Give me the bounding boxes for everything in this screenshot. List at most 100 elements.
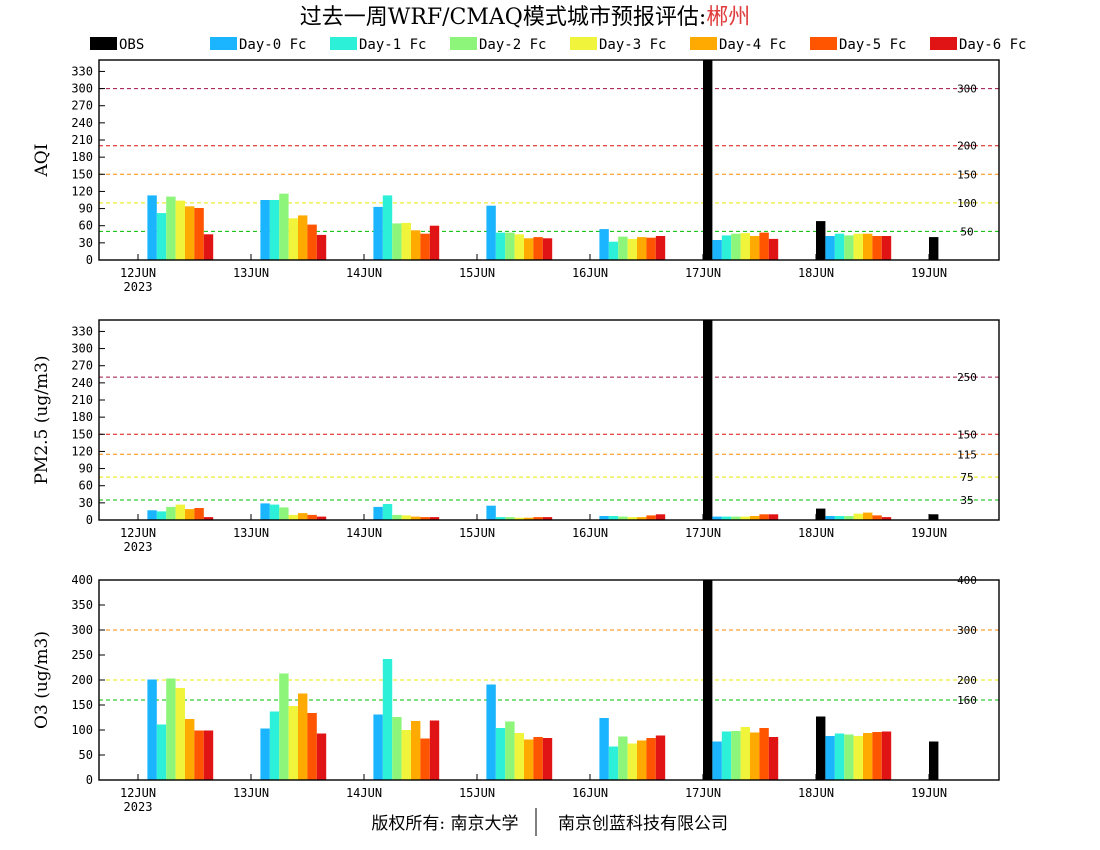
x-tick-label-18jun: 18JUN [798,786,834,800]
bar-obs-19jun [929,514,939,520]
bar-day-1-fc-14jun [382,504,393,520]
bar-day-4-fc-13jun [298,513,308,520]
footer-right: 南京创蓝科技有限公司 [558,814,728,834]
bar-day-0-fc-17jun [712,516,722,520]
x-tick-label-16jun: 16JUN [572,786,608,800]
bar-day-6-fc-12jun [203,730,214,780]
bar-day-5-fc-16jun [646,738,656,780]
legend-item-day-1-fc: Day-1 Fc [330,37,426,53]
bar-day-6-fc-13jun [316,516,327,520]
ref-label-150: 150 [957,168,977,181]
y-tick-label: 300 [71,82,93,96]
bar-day-1-fc-18jun [834,233,845,260]
y-tick-label: 60 [79,219,93,233]
y-tick-label: 330 [71,64,93,78]
year-label: 2023 [124,280,153,294]
bar-day-5-fc-18jun [872,732,882,780]
bar-day-1-fc-15jun [495,517,506,520]
bar-day-0-fc-16jun [599,229,609,260]
bar-day-4-fc-18jun [863,512,873,520]
y-tick-label: 90 [79,462,93,476]
legend-label: Day-3 Fc [599,37,666,53]
ref-label-250: 250 [957,371,977,384]
bar-day-2-fc-15jun [505,517,515,520]
panel-o3-ug-m3: 40030020016005010015020025030035040012JU… [32,573,1000,814]
x-tick-label-14jun: 14JUN [346,786,382,800]
x-tick-label-16jun: 16JUN [572,526,608,540]
y-tick-label: 400 [71,573,93,587]
y-tick-label: 150 [71,167,93,181]
bar-day-3-fc-18jun [853,513,863,520]
x-tick-label-14jun: 14JUN [346,526,382,540]
bar-day-3-fc-17jun [740,727,750,780]
bar-day-4-fc-15jun [524,238,534,260]
x-tick-label-18jun: 18JUN [798,526,834,540]
bar-day-0-fc-13jun [260,200,270,260]
bar-day-1-fc-12jun [156,213,167,260]
bar-obs-17jun [703,60,713,260]
bar-day-5-fc-15jun [533,737,543,780]
bar-day-3-fc-13jun [288,514,298,520]
bar-day-6-fc-18jun [881,731,892,780]
y-tick-label: 120 [71,184,93,198]
bar-day-4-fc-17jun [750,236,760,260]
legend-swatch [90,37,117,50]
bar-day-2-fc-12jun [166,196,176,260]
bar-day-1-fc-15jun [495,728,506,780]
y-tick-label: 240 [71,376,93,390]
bar-day-5-fc-16jun [646,515,656,520]
legend-item-day-2-fc: Day-2 Fc [450,37,546,53]
bar-day-2-fc-15jun [505,721,515,780]
bar-day-2-fc-15jun [505,232,515,260]
bar-day-6-fc-15jun [542,738,553,780]
bar-day-4-fc-18jun [863,233,873,260]
bar-day-6-fc-15jun [542,517,553,520]
x-tick-label-14jun: 14JUN [346,266,382,280]
y-tick-label: 270 [71,99,93,113]
legend-item-day-6-fc: Day-6 Fc [930,37,1026,53]
legend-item-obs: OBS [90,37,144,53]
ref-label-115: 115 [957,448,977,461]
legend-swatch [690,37,717,50]
bar-day-6-fc-18jun [881,517,892,520]
y-tick-label: 330 [71,324,93,338]
bar-day-3-fc-18jun [853,736,863,780]
legend: OBS Day-0 Fc Day-1 Fc Day-2 Fc Day-3 Fc Day-4… [90,37,1026,53]
bar-day-3-fc-13jun [288,706,298,780]
bar-day-2-fc-13jun [279,673,289,780]
bar-day-1-fc-13jun [269,200,280,260]
bar-day-4-fc-17jun [750,732,760,780]
legend-label: OBS [119,37,144,53]
bar-day-5-fc-12jun [194,730,204,780]
bar-day-1-fc-16jun [608,516,619,520]
bar-day-2-fc-18jun [844,235,854,260]
legend-swatch [810,37,837,50]
y-tick-label: 350 [71,598,93,612]
y-tick-label: 210 [71,393,93,407]
y-tick-label: 30 [79,496,93,510]
bar-day-0-fc-12jun [147,679,157,780]
bar-obs-18jun [816,716,826,780]
legend-item-day-4-fc: Day-4 Fc [690,37,786,53]
bar-obs-17jun [703,580,713,780]
bar-day-5-fc-13jun [307,224,317,260]
bar-day-3-fc-16jun [627,517,637,520]
y-tick-label: 150 [71,427,93,441]
ref-label-200: 200 [957,674,977,687]
year-label: 2023 [124,800,153,814]
x-tick-label-16jun: 16JUN [572,266,608,280]
bar-day-3-fc-15jun [514,733,524,780]
bar-day-1-fc-13jun [269,504,280,520]
bar-day-2-fc-16jun [618,236,628,260]
bar-obs-19jun [929,237,939,260]
bar-obs-18jun [816,221,826,260]
legend-item-day-5-fc: Day-5 Fc [810,37,906,53]
bar-day-0-fc-18jun [825,736,835,780]
ref-label-200: 200 [957,140,977,153]
figure-title: 过去一周WRF/CMAQ模式城市预报评估:郴州 [300,5,751,30]
legend-label: Day-5 Fc [839,37,906,53]
plot-frame [98,319,1000,521]
y-tick-label: 0 [86,513,93,527]
bar-day-2-fc-14jun [392,223,402,260]
bar-day-4-fc-15jun [524,517,534,520]
